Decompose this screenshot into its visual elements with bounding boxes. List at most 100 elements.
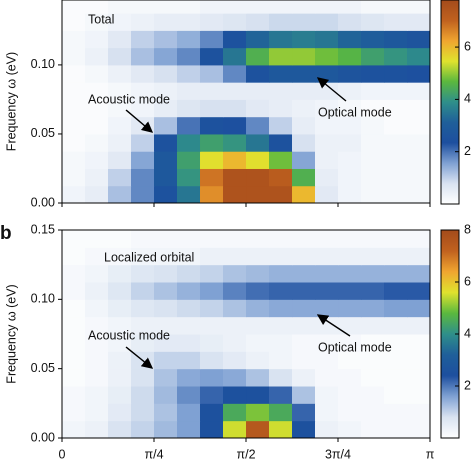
heatmap-cell <box>246 368 270 387</box>
heatmap-cell <box>85 334 109 352</box>
heatmap-cell <box>177 30 201 49</box>
heatmap-cell <box>62 64 86 83</box>
heatmap-cell <box>246 30 270 49</box>
heatmap-cell <box>108 368 132 387</box>
heatmap-cell <box>154 0 178 14</box>
heatmap-cell <box>361 47 385 66</box>
heatmap-cell <box>85 116 109 135</box>
heatmap-cell <box>269 30 293 49</box>
heatmap-cell <box>315 151 339 169</box>
heatmap-cell <box>177 99 201 118</box>
heatmap-cell <box>338 282 362 300</box>
heatmap-cell <box>269 151 293 169</box>
heatmap-cell <box>200 133 224 152</box>
heatmap-cell <box>223 386 247 404</box>
annotation: Optical mode <box>318 340 392 354</box>
heatmap-cell <box>177 64 201 83</box>
heatmap-cell <box>361 0 385 14</box>
heatmap-cell <box>177 316 201 335</box>
heatmap-cell <box>246 247 270 266</box>
heatmap-cell <box>292 151 316 169</box>
heatmap-cell <box>131 30 155 49</box>
heatmap-cell <box>154 230 178 248</box>
heatmap-cell <box>361 403 385 422</box>
heatmap-cell <box>315 99 339 118</box>
heatmap-cell <box>407 282 430 300</box>
heatmap-cell <box>338 13 362 31</box>
heatmap-cell <box>407 185 430 203</box>
heatmap-cell <box>246 403 270 422</box>
heatmap-cell <box>154 282 178 300</box>
colorbar-tick-label: 2 <box>464 144 471 158</box>
heatmap-cell <box>246 299 270 318</box>
heatmap-cell <box>177 13 201 31</box>
heatmap-cell <box>177 47 201 66</box>
colorbar-tick-label: 6 <box>464 39 471 53</box>
heatmap-cell <box>292 264 316 283</box>
heatmap-cell <box>177 151 201 169</box>
heatmap-cell <box>384 316 408 335</box>
heatmap-cell <box>246 420 270 438</box>
heatmap-cell <box>200 386 224 404</box>
heatmap-cell <box>292 0 316 14</box>
heatmap-cell <box>85 282 109 300</box>
heatmap-cell <box>269 420 293 438</box>
heatmap-cell <box>292 420 316 438</box>
heatmap-cell <box>85 64 109 83</box>
heatmap-cell <box>177 368 201 387</box>
heatmap-cell <box>361 99 385 118</box>
colorbar-tick-label: 4 <box>464 92 471 106</box>
heatmap-cell <box>177 420 201 438</box>
heatmap-cell <box>223 282 247 300</box>
heatmap-cell <box>200 64 224 83</box>
heatmap-cell <box>108 264 132 283</box>
heatmap-cell <box>292 247 316 266</box>
heatmap-cell <box>85 351 109 370</box>
heatmap-cell <box>407 230 430 248</box>
heatmap-cell <box>407 316 430 335</box>
heatmap-cell <box>246 185 270 203</box>
heatmap-cell <box>177 403 201 422</box>
heatmap-cell <box>246 151 270 169</box>
heatmap-cell <box>246 230 270 248</box>
heatmap-cell <box>384 99 408 118</box>
heatmap-cell <box>407 151 430 169</box>
heatmap-cell <box>384 282 408 300</box>
heatmap-cell <box>338 82 362 100</box>
y-tick-label: 0.15 <box>31 222 55 236</box>
heatmap-cell <box>177 185 201 203</box>
heatmap-cell <box>292 82 316 100</box>
heatmap-cell <box>292 299 316 318</box>
heatmap-cell <box>108 299 132 318</box>
heatmap-cell <box>62 151 86 169</box>
heatmap-cell <box>384 230 408 248</box>
heatmap-cell <box>292 30 316 49</box>
heatmap-cell <box>131 247 155 266</box>
heatmap-cell <box>384 0 408 14</box>
heatmap-cell <box>154 368 178 387</box>
heatmap-cell <box>85 99 109 118</box>
heatmap-cell <box>200 0 224 14</box>
heatmap-cell <box>269 334 293 352</box>
heatmap-cell <box>315 403 339 422</box>
heatmap-cell <box>62 47 86 66</box>
heatmap-cell <box>131 282 155 300</box>
heatmap-cell <box>315 133 339 152</box>
heatmap-cell <box>62 247 86 266</box>
heatmap-cell <box>361 133 385 152</box>
y-tick-label: 0.10 <box>31 57 55 71</box>
heatmap-cell <box>338 151 362 169</box>
heatmap-cell <box>131 386 155 404</box>
arrow <box>316 77 347 102</box>
heatmap-cell <box>223 403 247 422</box>
heatmap-cell <box>200 30 224 49</box>
heatmap-cell <box>62 299 86 318</box>
heatmap-cell <box>108 82 132 100</box>
heatmap-cell <box>407 168 430 187</box>
heatmap-cell <box>200 185 224 203</box>
heatmap-cell <box>131 0 155 14</box>
heatmap-cell <box>338 386 362 404</box>
y-axis-label: Frequency ω (eV) <box>4 284 18 383</box>
annotation: Acoustic mode <box>88 92 170 106</box>
heatmap-cell <box>108 64 132 83</box>
